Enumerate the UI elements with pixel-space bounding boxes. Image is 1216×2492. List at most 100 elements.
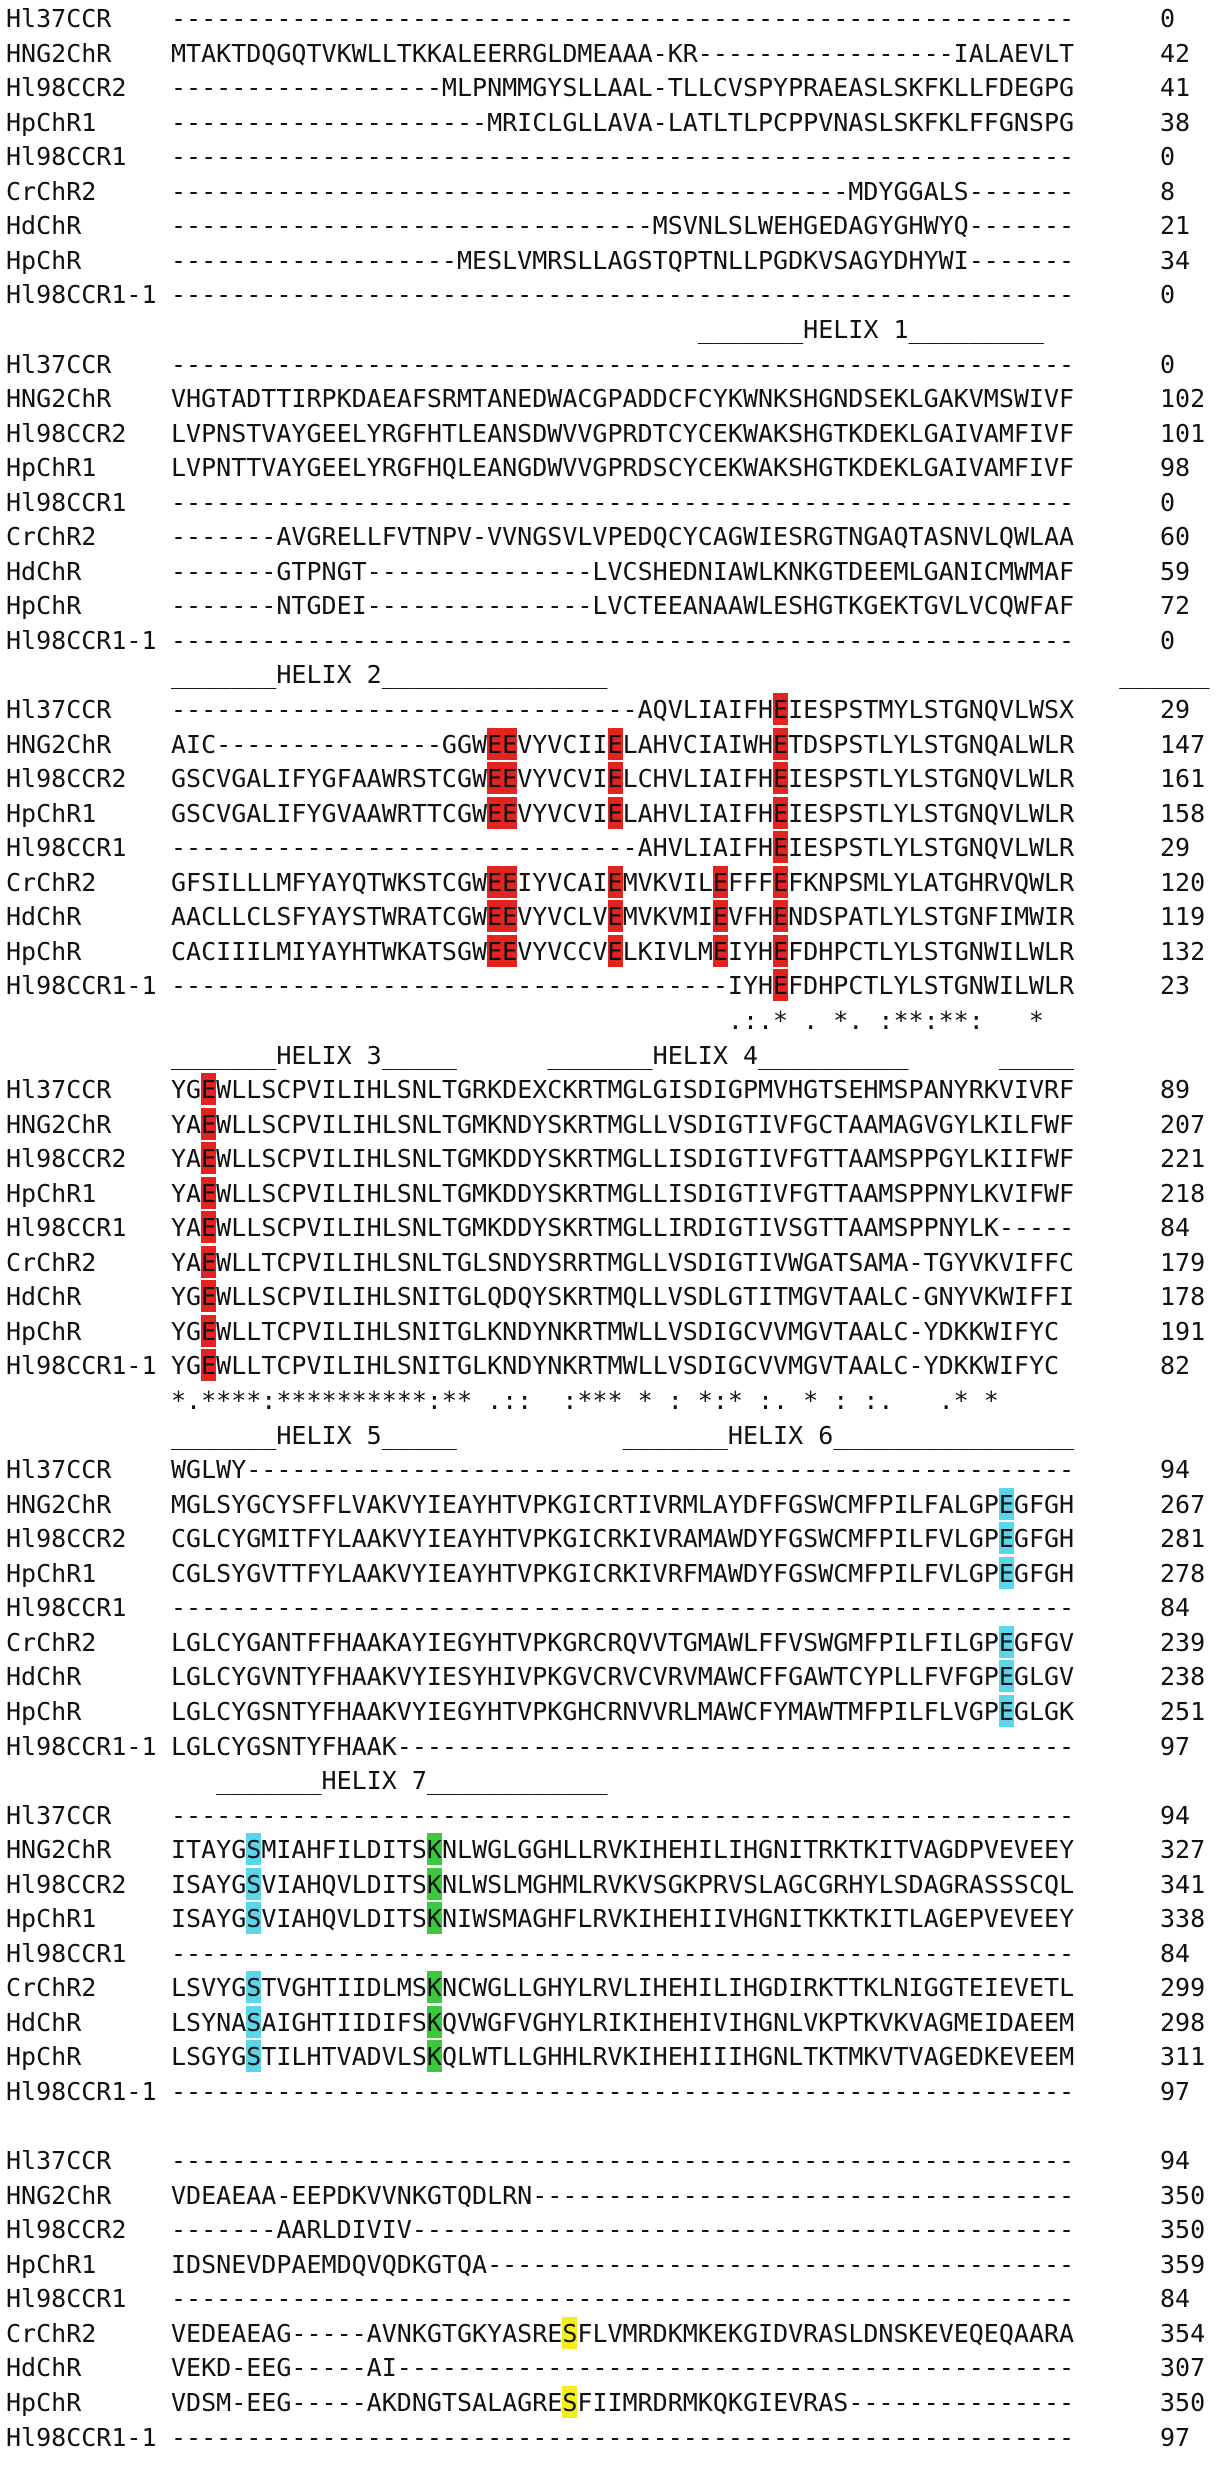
residue-count: 267	[1160, 1489, 1206, 1519]
sequence-name: HNG2ChR	[6, 38, 112, 68]
residue-count: 38	[1160, 107, 1191, 137]
sequence-name: HpChR	[6, 936, 82, 966]
residue-count: 281	[1160, 1524, 1206, 1554]
sequence-row: CrChR2 LSVYGSTVGHTIIDLMSKNCWGLLGHYLRVLIHE…	[0, 1971, 1216, 2005]
sequence: IDSNEVDPAEMDQVQDKGTQA-------------------…	[171, 2249, 1075, 2279]
sequence-row: HdChR LGLCYGVNTYFHAAKVYIESYHIVPKGVCRVCVRV…	[0, 1660, 1216, 1694]
sequence-name: Hl37CCR	[6, 695, 112, 724]
helix-line: _______HELIX 1_________	[0, 313, 1216, 347]
conservation-line: *.****:**********:** .:: :*** * : *:* :.…	[0, 1384, 1216, 1418]
residue-highlight: E	[712, 865, 728, 898]
sequence-row: Hl37CCR ---------------------------------…	[0, 2, 1216, 36]
residue-highlight: S	[246, 1902, 262, 1935]
sequence-name: HdChR	[6, 2007, 82, 2037]
sequence-row: Hl98CCR1 YAEWLLSCPVILIHLSNLTGMKDDYSKRTMGL…	[0, 1211, 1216, 1245]
residue-highlight: E	[773, 865, 789, 898]
residue-count: 179	[1160, 1247, 1206, 1277]
residue-count: 29	[1160, 833, 1191, 863]
sequence: CACIIILMIYAYHTWKATSGWEEVYVCCVELKIVLMEIYH…	[171, 934, 1075, 967]
residue-count: 350	[1160, 2180, 1206, 2210]
sequence: ISAYGSVIAHQVLDITSKNLWSLMGHMLRVKVSGKPRVSL…	[171, 1867, 1075, 1900]
sequence-name: CrChR2	[6, 867, 97, 897]
sequence-row: HpChR -------------------MESLVMRSLLAGSTQP…	[0, 244, 1216, 278]
residue-highlight: S	[246, 1833, 262, 1866]
sequence-row: Hl98CCR1 --------------------------------…	[0, 1937, 1216, 1971]
sequence-row: Hl98CCR1-1 ------------------------------…	[0, 624, 1216, 658]
sequence-row: HNG2ChR AIC---------------GGWEEVYVCIIELAH…	[0, 727, 1216, 762]
residue-highlight: E	[201, 1211, 217, 1244]
sequence-row: Hl37CCR WGLWY----------------------------…	[0, 1453, 1216, 1487]
residue-highlight: E	[201, 1142, 217, 1175]
sequence: --------------------------------MSVNLSLW…	[171, 211, 1075, 241]
sequence: ---------------------MRICLGLLAVA-LATLTLP…	[171, 107, 1075, 137]
sequence-row: Hl37CCR ---------------------------------…	[0, 348, 1216, 382]
residue-highlight: E	[998, 1625, 1014, 1658]
residue-highlight: E	[712, 900, 728, 933]
sequence-row: HpChR LGLCYGSNTYFHAAKVYIEGYHTVPKGHCRNVVRL…	[0, 1694, 1216, 1729]
residue-highlight: E	[712, 934, 728, 967]
residue-count: 21	[1160, 211, 1191, 241]
sequence-name: HpChR1	[6, 798, 97, 828]
sequence: VEDEAEAG-----AVNKGTGKYASRESFLVMRDKMKEKGI…	[171, 2316, 1075, 2349]
sequence-row: Hl98CCR2 YAEWLLSCPVILIHLSNLTGMKDDYSKRTMGL…	[0, 1142, 1216, 1176]
sequence-name: HpChR	[6, 2387, 82, 2417]
sequence-row: HNG2ChR ITAYGSMIAHFILDITSKNLWGLGGHLLRVKIH…	[0, 1833, 1216, 1867]
sequence-row: Hl37CCR -------------------------------AQ…	[0, 693, 1216, 727]
sequence-row: CrChR2 LGLCYGANTFFHAAKAYIEGYHTVPKGRCRQVVT…	[0, 1625, 1216, 1660]
sequence-name: Hl98CCR1	[6, 487, 127, 517]
residue-highlight: E	[773, 693, 789, 725]
helix-label: _______HELIX 7____________	[171, 1766, 608, 1796]
sequence-row: CrChR2 -------AVGRELLFVTNPV-VVNGSVLVPEDQC…	[0, 520, 1216, 554]
sequence: ISAYGSVIAHQVLDITSKNIWSMAGHFLRVKIHEHIIVHG…	[171, 1902, 1075, 1935]
residue-count: 8	[1160, 176, 1176, 206]
residue-highlight: E	[773, 762, 789, 795]
sequence: LGLCYGSNTYFHAAK-------------------------…	[171, 1731, 1075, 1761]
residue-count: 0	[1160, 142, 1176, 172]
sequence: ----------------------------------------…	[171, 1938, 1075, 1968]
sequence-name: CrChR2	[6, 176, 97, 206]
helix-line: _______HELIX 2_______________ ______	[0, 658, 1216, 692]
residue-highlight: E	[998, 1522, 1014, 1555]
residue-count: 97	[1160, 2077, 1191, 2106]
residue-count: 94	[1160, 2146, 1191, 2176]
residue-count: 327	[1160, 1835, 1206, 1865]
sequence-name: HNG2ChR	[6, 1109, 112, 1139]
helix-label: _______HELIX 2_______________ ______	[171, 660, 1210, 690]
residue-count: 84	[1160, 1593, 1191, 1623]
sequence: YGEWLLTCPVILIHLSNITGLKNDYNKRTMWLLVSDIGCV…	[171, 1349, 1060, 1382]
sequence-row: Hl98CCR1-1 ------------------------------…	[0, 969, 1216, 1003]
sequence: -------------------------------AHVLIAIFH…	[171, 831, 1075, 864]
residue-count: 207	[1160, 1109, 1206, 1139]
sequence: ----------------------------------------…	[171, 2422, 1075, 2452]
sequence-row: HpChR LSGYGSTILHTVADVLSKQLWTLLGHHLRVKIHEH…	[0, 2040, 1216, 2074]
residue-highlight: E	[607, 727, 623, 760]
sequence-name: CrChR2	[6, 1247, 97, 1277]
sequence-name: HNG2ChR	[6, 1489, 112, 1519]
residue-count: 102	[1160, 384, 1206, 414]
sequence-name: Hl37CCR	[6, 1455, 112, 1485]
helix-line: _______HELIX 7____________	[0, 1764, 1216, 1798]
sequence: CGLCYGMITFYLAAKVYIEAYHTVPKGICRKIVRAMAWDY…	[171, 1522, 1075, 1555]
residue-count: 359	[1160, 2249, 1206, 2279]
residue-highlight: S	[246, 2040, 262, 2073]
residue-highlight: S	[562, 2316, 578, 2349]
residue-highlight: E	[607, 865, 623, 898]
sequence: YGEWLLTCPVILIHLSNITGLKNDYNKRTMWLLVSDIGCV…	[171, 1314, 1060, 1347]
residue-count: 341	[1160, 1869, 1206, 1899]
helix-label: _______HELIX 5_____ _______HELIX 6______…	[171, 1420, 1075, 1450]
sequence-name: HdChR	[6, 556, 82, 586]
residue-highlight: S	[562, 2385, 578, 2418]
residue-highlight: E	[201, 1073, 217, 1106]
residue-count: 60	[1160, 522, 1191, 552]
sequence-row: HdChR --------------------------------MSV…	[0, 209, 1216, 243]
sequence-name: HpChR	[6, 1696, 82, 1726]
residue-count: 34	[1160, 245, 1191, 275]
sequence-row: Hl98CCR1-1 YGEWLLTCPVILIHLSNITGLKNDYNKRTM…	[0, 1349, 1216, 1383]
sequence-row: HpChR1 GSCVGALIFYGVAAWRTTCGWEEVYVCVIELAHV…	[0, 796, 1216, 831]
sequence-row: HpChR1 YAEWLLSCPVILIHLSNLTGMKDDYSKRTMGLLI…	[0, 1176, 1216, 1211]
residue-count: 191	[1160, 1316, 1206, 1346]
sequence-name: HpChR	[6, 2042, 82, 2072]
residue-count: 298	[1160, 2007, 1206, 2037]
residue-highlight: E	[201, 1107, 217, 1140]
sequence: LVPNTTVAYGEELYRGFHQLEANGDWVVGPRDSCYCEKWA…	[171, 453, 1075, 483]
